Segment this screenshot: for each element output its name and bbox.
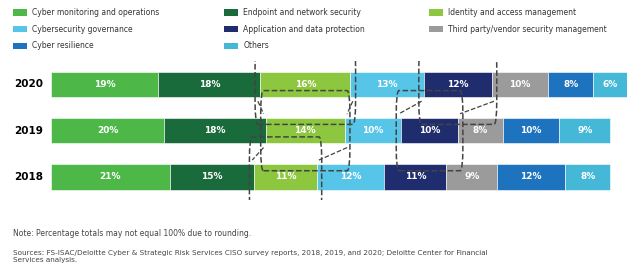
Text: 12%: 12% [447, 80, 468, 89]
FancyBboxPatch shape [429, 9, 443, 16]
Bar [503, 118, 559, 143]
Text: 9%: 9% [464, 172, 479, 182]
Text: 6%: 6% [603, 80, 618, 89]
Text: Cyber resilience: Cyber resilience [32, 41, 93, 50]
Text: 2020: 2020 [13, 79, 43, 89]
Bar [593, 71, 627, 97]
FancyBboxPatch shape [224, 9, 238, 16]
Text: 11%: 11% [275, 172, 296, 182]
FancyBboxPatch shape [13, 26, 27, 32]
Text: 8%: 8% [473, 126, 488, 135]
Text: 10%: 10% [520, 126, 542, 135]
Text: Identity and access management: Identity and access management [448, 8, 576, 17]
Bar [497, 164, 565, 190]
Text: 10%: 10% [419, 126, 440, 135]
Text: 19%: 19% [94, 80, 116, 89]
Text: 12%: 12% [520, 172, 542, 182]
Text: 8%: 8% [563, 80, 579, 89]
Bar [51, 164, 170, 190]
Text: Others: Others [243, 41, 269, 50]
Bar [424, 71, 492, 97]
Bar [401, 118, 458, 143]
Text: 18%: 18% [198, 80, 220, 89]
FancyBboxPatch shape [429, 26, 443, 32]
Bar [266, 118, 345, 143]
Text: 12%: 12% [340, 172, 361, 182]
Text: 10%: 10% [509, 80, 531, 89]
Text: 16%: 16% [294, 80, 316, 89]
FancyBboxPatch shape [13, 9, 27, 16]
Bar [317, 164, 385, 190]
Bar [159, 71, 260, 97]
Bar [255, 164, 317, 190]
Text: Third party/vendor security management: Third party/vendor security management [448, 25, 607, 34]
Bar [458, 118, 503, 143]
Bar [447, 164, 497, 190]
Text: 2019: 2019 [14, 126, 43, 136]
Text: Cyber monitoring and operations: Cyber monitoring and operations [32, 8, 159, 17]
Bar [51, 118, 164, 143]
Text: 18%: 18% [204, 126, 226, 135]
Text: Endpoint and network security: Endpoint and network security [243, 8, 361, 17]
Text: 15%: 15% [202, 172, 223, 182]
Bar [559, 118, 611, 143]
Text: 11%: 11% [404, 172, 426, 182]
Bar [548, 71, 593, 97]
Text: Note: Percentage totals may not equal 100% due to rounding.: Note: Percentage totals may not equal 10… [13, 229, 251, 238]
Bar [164, 118, 266, 143]
Text: Sources: FS-ISAC/Deloitte Cyber & Strategic Risk Services CISO survey reports, 2: Sources: FS-ISAC/Deloitte Cyber & Strate… [13, 250, 488, 263]
Bar [565, 164, 611, 190]
FancyBboxPatch shape [224, 26, 238, 32]
Bar [351, 71, 424, 97]
Text: Application and data protection: Application and data protection [243, 25, 365, 34]
Text: Cybersecurity governance: Cybersecurity governance [32, 25, 132, 34]
Bar [170, 164, 255, 190]
Text: 14%: 14% [294, 126, 316, 135]
Bar [492, 71, 548, 97]
Bar [385, 164, 447, 190]
Text: 8%: 8% [580, 172, 595, 182]
FancyBboxPatch shape [224, 43, 238, 49]
Text: 21%: 21% [100, 172, 121, 182]
Text: 2018: 2018 [13, 172, 43, 182]
Bar [345, 118, 401, 143]
Text: 9%: 9% [577, 126, 593, 135]
Text: 20%: 20% [97, 126, 118, 135]
Bar [51, 71, 159, 97]
Text: 13%: 13% [376, 80, 398, 89]
FancyBboxPatch shape [13, 43, 27, 49]
Text: 10%: 10% [362, 126, 384, 135]
Bar [260, 71, 351, 97]
